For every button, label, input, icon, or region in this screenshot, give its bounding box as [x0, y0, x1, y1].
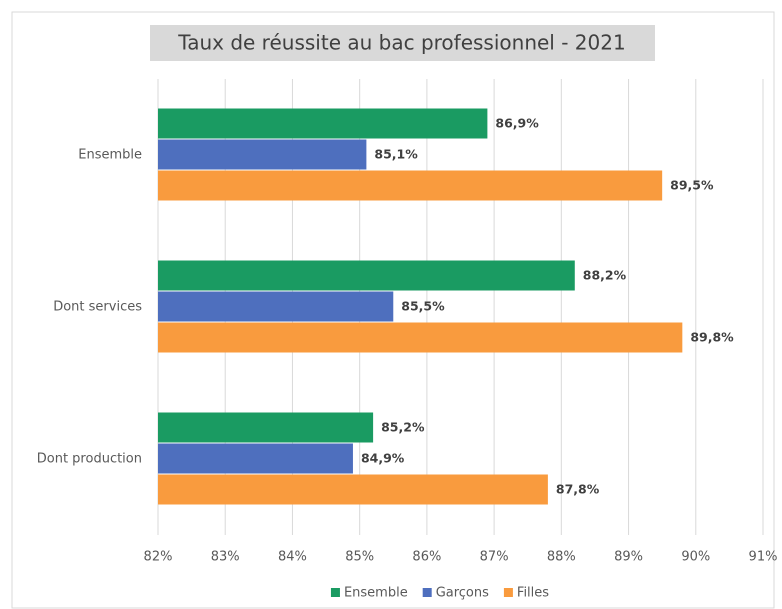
bar: [158, 260, 575, 291]
y-tick-label: Dont production: [37, 452, 142, 467]
x-tick-label: 82%: [144, 550, 173, 565]
title-background: [150, 25, 655, 61]
x-tick-label: 88%: [547, 550, 576, 565]
bar: [158, 139, 367, 170]
legend-swatch: [330, 588, 340, 597]
bar: [158, 170, 663, 201]
x-tick-label: 90%: [681, 550, 710, 565]
value-label: 88,2%: [583, 268, 627, 283]
x-tick-label: 86%: [412, 550, 441, 565]
y-tick-label: Ensemble: [78, 148, 142, 163]
bar: [158, 322, 683, 353]
value-label: 85,2%: [381, 420, 425, 435]
bar: [158, 474, 548, 505]
y-tick-label: Dont services: [53, 300, 142, 315]
x-tick-label: 87%: [480, 550, 509, 565]
value-label: 84,9%: [361, 451, 405, 466]
legend-label: Ensemble: [344, 586, 408, 601]
value-label: 89,8%: [690, 330, 734, 345]
legend-swatch: [422, 588, 432, 597]
value-label: 87,8%: [556, 482, 600, 497]
value-label: 85,1%: [374, 147, 418, 162]
value-label: 89,5%: [670, 178, 714, 193]
bar: [158, 291, 394, 322]
legend-label: Filles: [517, 586, 549, 601]
value-label: 85,5%: [401, 299, 445, 314]
bar: [158, 443, 353, 474]
legend-swatch: [503, 588, 513, 597]
bar: [158, 108, 488, 139]
x-tick-label: 91%: [749, 550, 778, 565]
x-tick-label: 85%: [345, 550, 374, 565]
legend-label: Garçons: [436, 586, 489, 601]
x-tick-label: 84%: [278, 550, 307, 565]
x-tick-label: 89%: [614, 550, 643, 565]
chart-title: Taux de réussite au bac professionnel - …: [177, 31, 625, 55]
x-tick-label: 83%: [211, 550, 240, 565]
bar: [158, 412, 374, 443]
value-label: 86,9%: [495, 116, 539, 131]
